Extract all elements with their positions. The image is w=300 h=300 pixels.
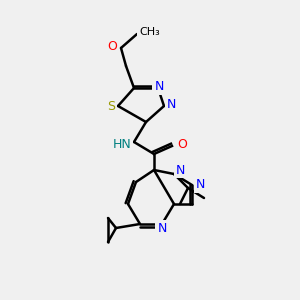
Text: N: N (176, 164, 185, 176)
Text: CH₃: CH₃ (139, 27, 160, 37)
Text: N: N (196, 178, 206, 191)
Text: O: O (177, 137, 187, 151)
Text: N: N (167, 98, 176, 112)
Text: N: N (157, 221, 167, 235)
Text: N: N (154, 80, 164, 94)
Text: S: S (107, 100, 115, 112)
Text: O: O (107, 40, 117, 52)
Text: HN: HN (112, 137, 131, 151)
